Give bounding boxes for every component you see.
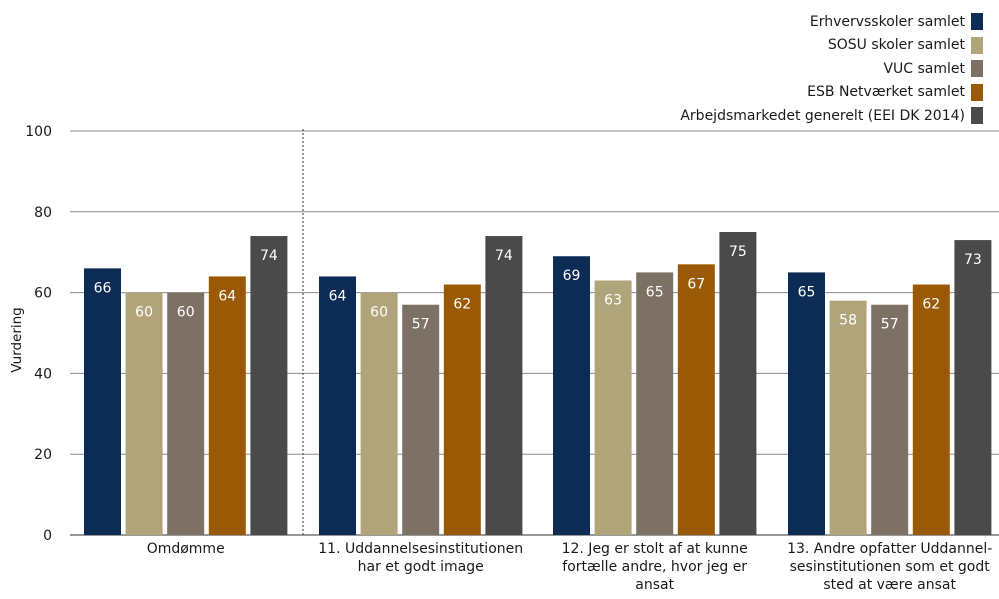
- legend-label: SOSU skoler samlet: [827, 37, 965, 54]
- legend-item: ESB Netværket samlet: [680, 81, 983, 105]
- legend-label: VUC samlet: [883, 60, 965, 77]
- data-label: 64: [329, 288, 347, 304]
- legend-swatch: [971, 107, 983, 125]
- bar: [319, 276, 356, 535]
- data-label: 62: [453, 297, 471, 313]
- bar: [871, 304, 909, 535]
- legend: Erhvervsskoler samlet SOSU skoler samlet V…: [680, 10, 983, 128]
- data-label: 65: [798, 284, 816, 300]
- bar: [829, 300, 867, 535]
- x-category-label: Omdømme: [147, 541, 225, 557]
- legend-item: Erhvervsskoler samlet: [680, 10, 983, 34]
- data-label: 66: [94, 280, 112, 296]
- data-label: 69: [563, 268, 581, 284]
- x-category-label-line: ansat: [635, 577, 674, 593]
- bar: [719, 232, 757, 535]
- bar: [912, 284, 950, 535]
- data-label: 73: [964, 252, 982, 268]
- data-label: 74: [495, 248, 513, 264]
- x-category-label-line: 13. Andre opfatter Uddannel-: [787, 541, 992, 557]
- legend-label: Erhvervsskoler samlet: [809, 13, 965, 30]
- bar: [594, 280, 632, 535]
- data-label: 57: [881, 317, 899, 333]
- bar: [485, 236, 523, 536]
- x-category-label: 12. Jeg er stolt af at kunne fortælle and…: [562, 541, 748, 593]
- y-tick-label: 80: [34, 205, 52, 221]
- bar: [954, 240, 992, 535]
- legend-swatch: [971, 13, 983, 31]
- bar: [208, 276, 246, 535]
- x-category-label-line: Omdømme: [147, 541, 225, 557]
- bar: [250, 236, 288, 536]
- data-label: 64: [218, 288, 236, 304]
- legend-item: VUC samlet: [680, 57, 983, 81]
- legend-swatch: [971, 83, 983, 101]
- data-label: 67: [687, 276, 705, 292]
- y-tick-label: 100: [25, 124, 52, 140]
- legend-item: Arbejdsmarkedet generelt (EEI DK 2014): [680, 104, 983, 128]
- bar: [677, 264, 715, 535]
- data-label: 57: [412, 317, 430, 333]
- y-tick-label: 0: [43, 528, 52, 544]
- data-label: 60: [135, 305, 153, 321]
- x-category-label-line: sted at være ansat: [823, 577, 956, 593]
- bar: [788, 272, 825, 535]
- y-tick-label: 20: [34, 447, 52, 463]
- y-tick-label: 40: [34, 366, 52, 382]
- legend-swatch: [971, 36, 983, 54]
- x-category-label-line: sesinstitutionen som et godt: [790, 559, 991, 575]
- bar: [84, 268, 121, 535]
- legend-label: Arbejdsmarkedet generelt (EEI DK 2014): [680, 107, 965, 124]
- bar: [125, 292, 163, 535]
- x-category-label: 11. Uddannelsesinstitutionen har et godt …: [318, 541, 523, 575]
- bar: [167, 292, 205, 535]
- data-label: 60: [370, 305, 388, 321]
- x-category-label-line: 12. Jeg er stolt af at kunne: [562, 541, 748, 557]
- x-category-label: 13. Andre opfatter Uddannel-sesinstituti…: [787, 541, 992, 593]
- bar: [553, 256, 590, 535]
- data-label: 60: [177, 305, 195, 321]
- bar: [636, 272, 674, 535]
- data-label: 75: [729, 244, 747, 260]
- data-label: 62: [922, 297, 940, 313]
- bar: [360, 292, 398, 535]
- legend-label: ESB Netværket samlet: [807, 84, 965, 101]
- legend-item: SOSU skoler samlet: [680, 34, 983, 58]
- x-category-label-line: 11. Uddannelsesinstitutionen: [318, 541, 523, 557]
- data-label: 65: [646, 284, 664, 300]
- x-category-label-line: fortælle andre, hvor jeg er: [562, 559, 747, 575]
- data-label: 74: [260, 248, 278, 264]
- bar: [443, 284, 481, 535]
- x-category-label-line: har et godt image: [358, 559, 484, 575]
- legend-swatch: [971, 60, 983, 78]
- data-label: 58: [839, 313, 857, 329]
- bar: [402, 304, 440, 535]
- y-tick-label: 60: [34, 286, 52, 302]
- data-label: 63: [604, 292, 622, 308]
